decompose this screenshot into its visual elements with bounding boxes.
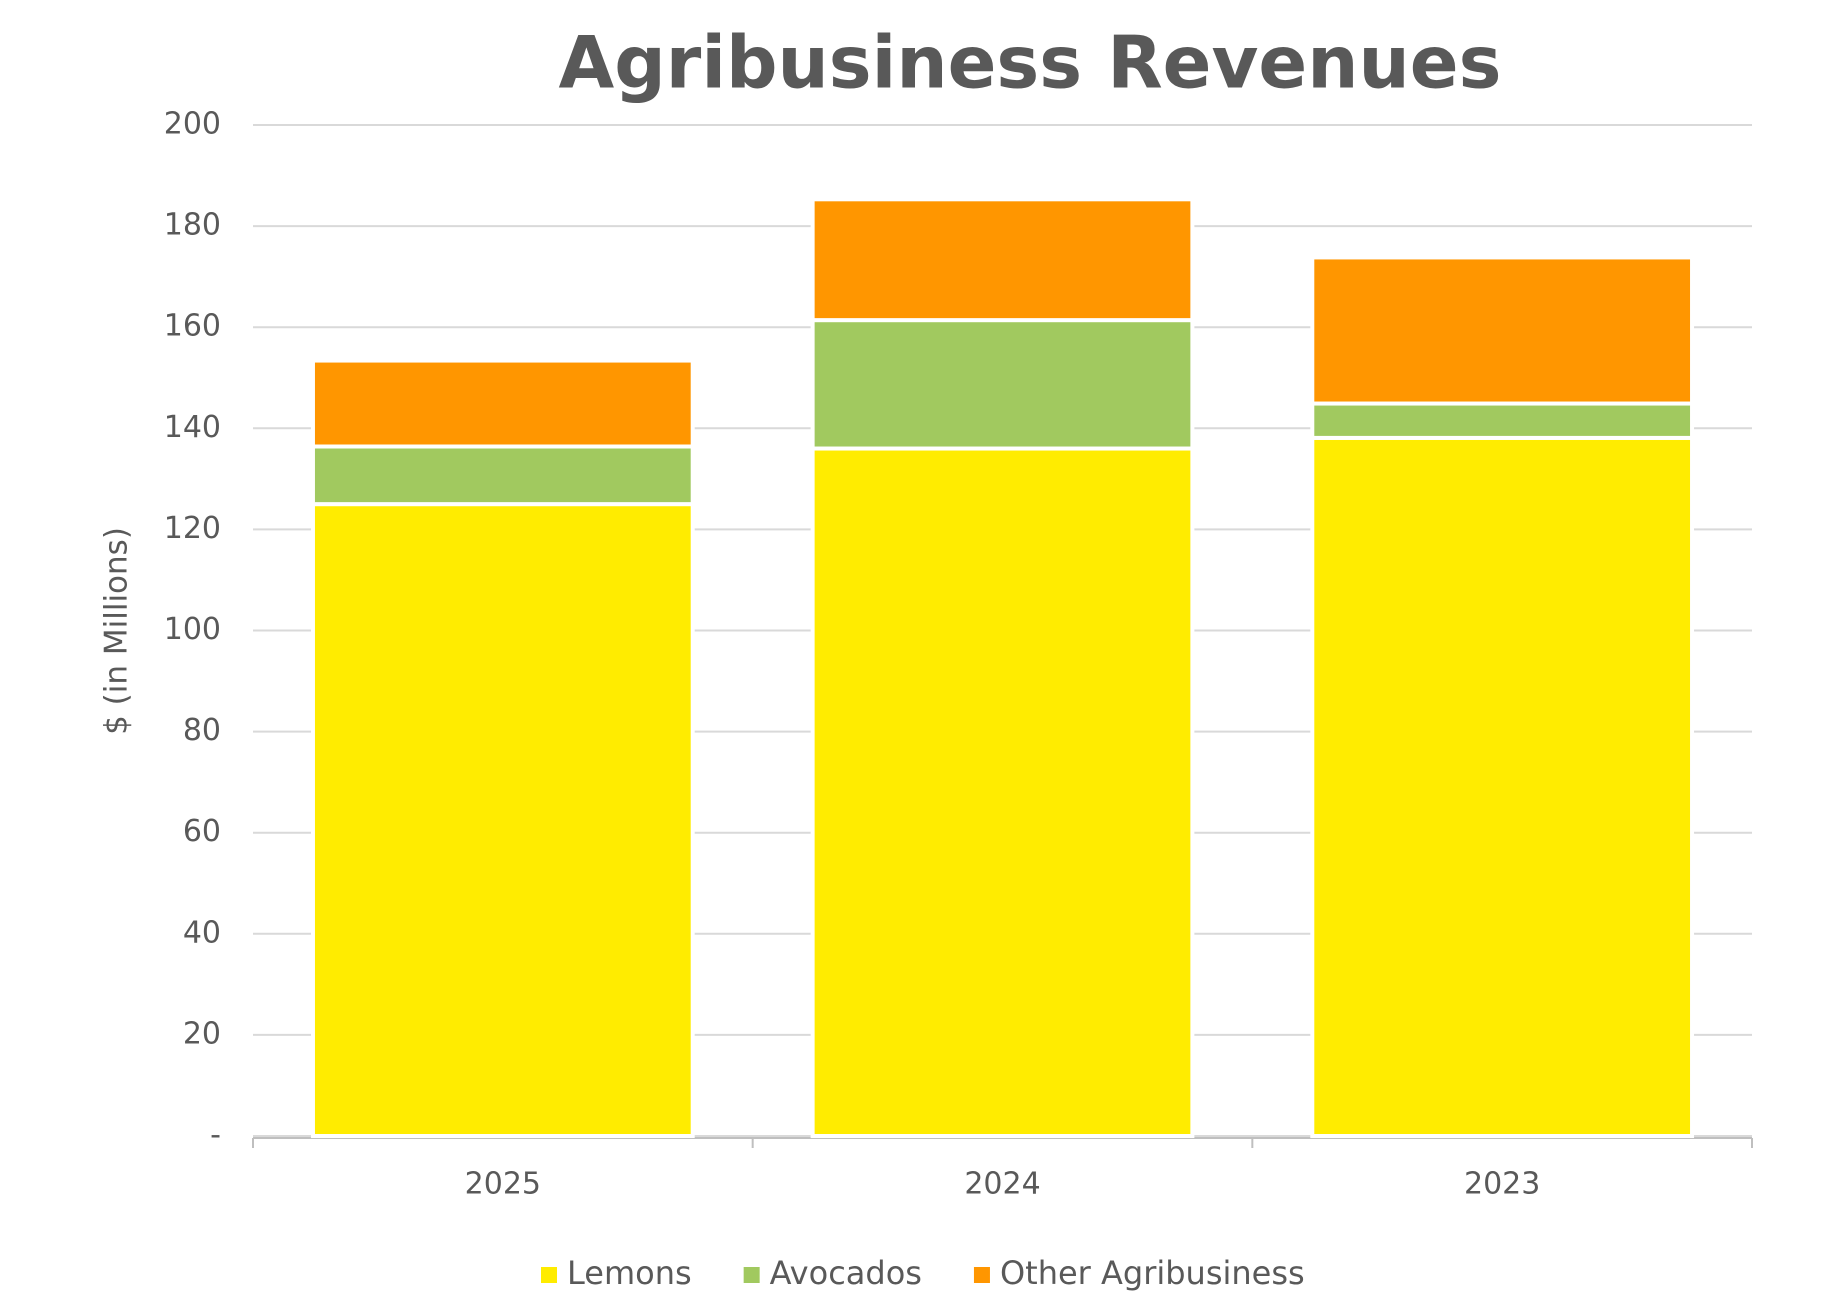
y-tick-label: 100 — [164, 612, 221, 647]
x-tick-label: 2023 — [1464, 1167, 1540, 1202]
legend-swatch — [743, 1267, 760, 1283]
y-tick-label: 140 — [164, 410, 221, 445]
legend-label: Other Agribusiness — [1000, 1254, 1305, 1292]
y-tick-label: 120 — [164, 511, 221, 546]
y-tick-label: 20 — [183, 1016, 221, 1051]
y-tick-label: 60 — [183, 814, 221, 849]
x-tick-label: 2024 — [964, 1167, 1040, 1202]
bar-segment — [1310, 435, 1695, 1139]
y-tick-label: - — [210, 1118, 221, 1153]
bar-segment — [1310, 401, 1695, 440]
y-tick-label: 180 — [164, 208, 221, 243]
bar-segment — [1310, 255, 1695, 406]
legend-label: Avocados — [770, 1254, 922, 1292]
legend-swatch — [973, 1267, 990, 1283]
bar-segment — [810, 318, 1195, 451]
y-axis-label: $ (in Millions) — [99, 527, 135, 735]
chart-title: Agribusiness Revenues — [559, 21, 1502, 105]
y-tick-label: 200 — [164, 107, 221, 142]
bar-segment — [310, 502, 695, 1138]
x-tick-label: 2025 — [465, 1167, 541, 1202]
y-tick-label: 160 — [164, 309, 221, 344]
bar-segment — [810, 446, 1195, 1138]
legend-label: Lemons — [567, 1254, 692, 1292]
bar-segment — [310, 444, 695, 507]
y-tick-label: 40 — [183, 915, 221, 950]
bar-segment — [810, 197, 1195, 323]
bar-segment — [310, 358, 695, 449]
legend-swatch — [541, 1267, 557, 1283]
y-tick-label: 80 — [183, 713, 221, 748]
